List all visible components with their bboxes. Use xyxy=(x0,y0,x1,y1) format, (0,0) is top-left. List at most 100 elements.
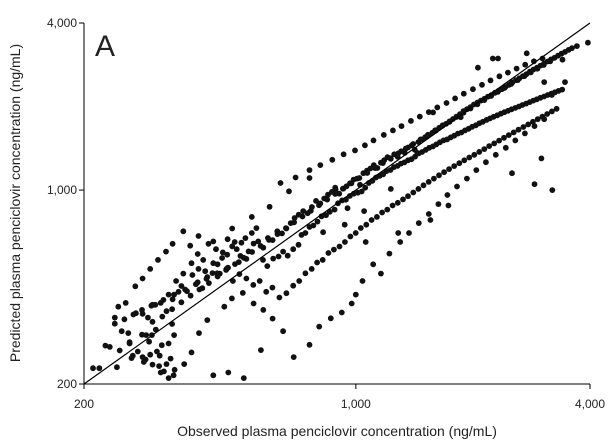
data-point xyxy=(196,286,203,293)
data-point xyxy=(481,97,488,103)
data-point xyxy=(163,361,170,367)
data-point xyxy=(149,301,156,308)
data-point xyxy=(329,156,336,163)
data-point xyxy=(145,314,151,321)
data-point xyxy=(171,332,178,338)
data-point xyxy=(514,77,521,83)
data-point xyxy=(269,315,276,322)
data-point xyxy=(163,248,169,255)
data-point xyxy=(225,264,231,271)
data-point xyxy=(242,235,249,242)
data-point xyxy=(132,283,139,290)
data-point xyxy=(258,347,264,353)
data-point xyxy=(214,270,221,277)
data-point xyxy=(210,260,217,267)
data-point xyxy=(308,266,315,272)
data-point xyxy=(302,230,309,236)
data-point xyxy=(496,137,502,144)
data-point xyxy=(306,341,313,348)
data-point xyxy=(502,144,509,151)
data-point xyxy=(156,363,163,369)
data-point xyxy=(249,249,256,255)
data-point xyxy=(425,109,432,115)
data-point xyxy=(539,55,546,62)
data-point xyxy=(213,246,219,253)
data-point xyxy=(169,296,176,303)
data-point xyxy=(332,184,339,191)
data-point xyxy=(387,186,394,192)
data-point xyxy=(157,369,164,376)
data-point xyxy=(405,193,411,200)
data-point xyxy=(248,230,255,236)
data-point xyxy=(384,206,391,213)
data-point xyxy=(194,251,201,257)
data-point xyxy=(266,237,272,243)
data-point xyxy=(128,355,135,361)
data-point xyxy=(269,284,276,291)
data-point xyxy=(534,116,541,123)
data-point xyxy=(559,86,566,93)
data-point xyxy=(397,239,404,245)
data-point xyxy=(115,303,122,310)
data-point xyxy=(525,121,532,128)
data-point xyxy=(286,188,292,195)
data-point xyxy=(291,215,298,221)
data-point xyxy=(143,332,150,338)
data-point xyxy=(316,323,323,330)
data-point xyxy=(266,203,273,210)
data-point xyxy=(362,142,368,149)
data-point xyxy=(122,300,129,306)
data-point xyxy=(284,252,291,259)
data-point xyxy=(106,344,113,350)
data-point xyxy=(466,154,473,161)
data-point xyxy=(139,307,145,313)
data-point xyxy=(549,108,555,115)
y-tick-label: 1,000 xyxy=(47,183,77,197)
data-point xyxy=(240,254,247,261)
data-point xyxy=(165,291,172,298)
data-point xyxy=(348,180,355,187)
data-point xyxy=(370,137,377,144)
data-point xyxy=(549,187,556,194)
data-point xyxy=(140,359,147,365)
data-point xyxy=(425,131,431,138)
data-point xyxy=(486,143,493,150)
data-point xyxy=(390,127,396,134)
axis-ticks: 200 1,000 4,000 200 1,000 4,000 xyxy=(47,16,605,411)
x-axis-label: Observed plasma penciclovir concentratio… xyxy=(177,423,497,439)
data-point xyxy=(531,123,538,129)
data-point xyxy=(276,294,283,301)
data-point xyxy=(165,340,172,347)
data-point xyxy=(368,217,375,223)
data-point xyxy=(473,167,480,174)
data-point xyxy=(118,328,125,335)
data-point xyxy=(178,299,185,306)
data-point xyxy=(398,123,405,129)
data-point xyxy=(231,239,238,245)
data-point xyxy=(406,230,412,236)
data-point xyxy=(283,290,290,297)
data-point xyxy=(544,111,551,117)
data-point xyxy=(171,366,178,373)
data-point xyxy=(193,281,199,288)
data-point xyxy=(410,141,417,147)
data-point xyxy=(521,73,528,80)
data-point xyxy=(219,255,226,261)
data-point xyxy=(188,349,195,356)
data-point xyxy=(323,212,329,219)
data-point xyxy=(400,196,406,203)
data-point xyxy=(280,248,286,255)
identity-line xyxy=(83,22,591,385)
data-point xyxy=(410,189,417,196)
data-point xyxy=(114,364,120,371)
data-point xyxy=(159,313,166,320)
data-point xyxy=(111,314,118,321)
data-point xyxy=(505,69,511,76)
data-point xyxy=(170,372,177,379)
data-point xyxy=(264,263,271,269)
data-point xyxy=(341,221,348,228)
data-point xyxy=(126,340,133,347)
data-point xyxy=(147,351,154,358)
data-point xyxy=(250,282,257,288)
data-point xyxy=(178,283,185,289)
